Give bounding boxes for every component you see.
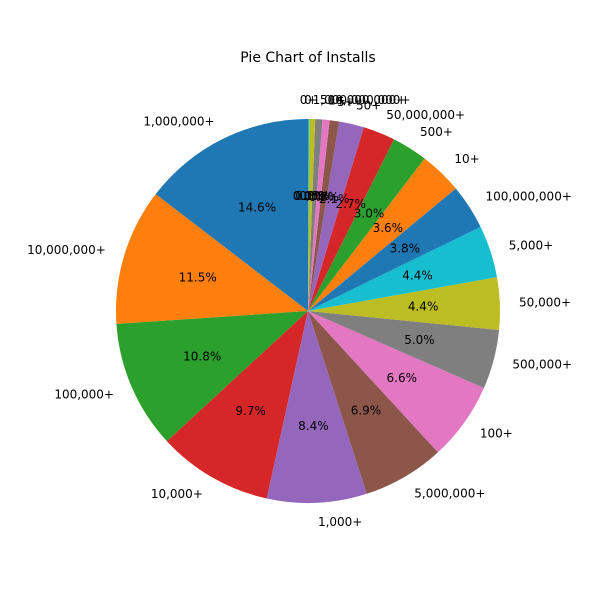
category-label-5000000-plus-5: 5,000,000+: [414, 487, 485, 501]
pie-slice-500000-plus-7: [308, 311, 500, 389]
percent-label-1-plus-16: 0.6%: [304, 189, 335, 203]
percent-label-500000000-plus-17: 0.6%: [299, 189, 330, 203]
pie-slice-500-plus-12: [308, 139, 425, 311]
category-label-1000-plus-4: 1,000+: [318, 515, 362, 529]
pie-slice-10000000-plus-1: [116, 194, 309, 324]
pie-slice-50000-plus-8: [308, 277, 500, 330]
pie-slice-50-plus-14: [308, 121, 364, 311]
pie-slice-100-plus-6: [308, 311, 484, 453]
chart-title: Pie Chart of Installs: [240, 50, 375, 66]
category-label-50000000-plus-13: 50,000,000+: [386, 108, 465, 122]
pie-slice-1-plus-16: [308, 119, 330, 311]
category-label-50-plus-14: 50+: [356, 98, 381, 112]
percent-label-0-plus-19: 0.1%: [293, 189, 324, 203]
pie-slice-5-plus-15: [308, 120, 340, 311]
pie-slice-1000000-plus-0: [155, 119, 308, 311]
percent-label-5-plus-15: 0.8%: [309, 190, 340, 204]
category-label-100000-plus-2: 100,000+: [54, 387, 114, 401]
category-label-10000000-plus-1: 10,000,000+: [27, 243, 106, 257]
pie-slice-50000000-plus-13: [308, 127, 395, 312]
pie-slice-5000000-plus-5: [308, 311, 439, 494]
category-label-1000000-plus-0: 1,000,000+: [143, 115, 214, 129]
pie-slices: [116, 119, 500, 503]
category-label-500000000-plus-17: 500,000,000+: [320, 93, 406, 107]
category-label-100-plus-6: 100+: [480, 427, 513, 441]
percent-label-10000-plus-3: 9.7%: [235, 404, 266, 418]
percent-label-0-20: 0.0%: [293, 189, 324, 203]
category-label-100000000-plus-10: 100,000,000+: [485, 190, 571, 204]
percent-label-10000000-plus-1: 11.5%: [179, 271, 217, 285]
percent-label-1000000000-plus-18: 0.5%: [295, 189, 326, 203]
category-label-10000-plus-3: 10,000+: [151, 487, 203, 501]
category-label-1000000000-plus-18: 1,000,000,000+: [313, 93, 411, 107]
category-label-5000-plus-9: 5,000+: [509, 238, 553, 252]
percent-label-10-plus-11: 3.6%: [373, 221, 404, 235]
percent-label-50000000-plus-13: 2.7%: [335, 197, 366, 211]
percent-label-1000000-plus-0: 14.6%: [238, 201, 276, 215]
percent-label-100000000-plus-10: 3.8%: [390, 242, 421, 256]
category-labels: 1,000,000+ 10,000,000+ 100,000+ 10,000+ 1,00…: [27, 93, 572, 529]
pie-slice-1000000000-plus-18: [308, 119, 316, 311]
percent-label-5000-plus-9: 4.4%: [402, 268, 433, 282]
category-label-1-plus-16: 1+: [328, 94, 346, 108]
percent-label-100-plus-6: 6.6%: [387, 371, 418, 385]
category-label-500-plus-12: 500+: [420, 125, 453, 139]
percent-label-1000-plus-4: 8.4%: [298, 419, 329, 433]
pie-slice-1000-plus-4: [266, 311, 367, 503]
percent-label-500000-plus-7: 5.0%: [404, 333, 435, 347]
pie-slice-100000-plus-2: [116, 311, 308, 442]
pie-slice-5000-plus-9: [308, 226, 497, 311]
percent-label-100000-plus-2: 10.8%: [183, 350, 221, 364]
category-label-10-plus-11: 10+: [454, 152, 479, 166]
category-label-5-plus-15: 5+: [337, 95, 355, 109]
pie-slice-0-plus-19: [308, 119, 310, 311]
pie-slice-10000-plus-3: [166, 311, 308, 499]
pie-slice-100000000-plus-10: [308, 188, 481, 311]
pie-slice-500000000-plus-17: [308, 119, 323, 312]
percent-label-50000-plus-8: 4.4%: [408, 299, 439, 313]
category-label-500000-plus-7: 500,000+: [512, 357, 572, 371]
category-label-0-plus-19: 0+: [300, 93, 318, 107]
pie-slice-10-plus-11: [308, 158, 456, 311]
percent-label-5000000-plus-5: 6.9%: [351, 404, 382, 418]
percent-label-50-plus-14: 2.1%: [319, 192, 350, 206]
category-label-0-20: 0: [304, 93, 312, 107]
percent-labels: 14.6% 11.5% 10.8% 9.7% 8.4% 6.9% 6.6% 5.0% 4.4% 4…: [179, 189, 439, 433]
percent-label-500-plus-12: 3.0%: [354, 206, 385, 220]
category-label-50000-plus-8: 50,000+: [519, 296, 571, 310]
